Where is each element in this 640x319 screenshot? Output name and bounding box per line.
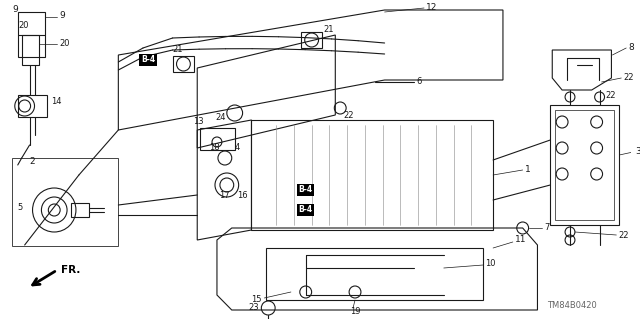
Bar <box>71 203 89 217</box>
Text: 2: 2 <box>29 158 35 167</box>
Text: 24: 24 <box>215 113 225 122</box>
Bar <box>173 56 195 72</box>
Text: 19: 19 <box>350 307 360 315</box>
Text: B-4: B-4 <box>299 205 313 214</box>
Text: 22: 22 <box>343 110 354 120</box>
Text: 13: 13 <box>193 117 204 127</box>
Text: 6: 6 <box>416 78 422 86</box>
Text: 10: 10 <box>485 258 496 268</box>
Text: 9: 9 <box>13 5 19 14</box>
Bar <box>22 35 40 65</box>
Text: 12: 12 <box>426 3 437 11</box>
Bar <box>556 110 614 220</box>
Text: FR.: FR. <box>61 265 81 275</box>
Text: 15: 15 <box>252 295 262 305</box>
Text: 8: 8 <box>628 42 634 51</box>
Bar <box>18 95 47 117</box>
Text: 1: 1 <box>525 166 531 174</box>
Text: 11: 11 <box>515 235 526 244</box>
Text: 23: 23 <box>248 303 259 313</box>
Text: 18: 18 <box>209 144 220 152</box>
Text: 9: 9 <box>59 11 65 20</box>
Text: 22: 22 <box>618 231 629 240</box>
Text: 21: 21 <box>323 26 334 34</box>
Text: 3: 3 <box>635 147 640 157</box>
Bar <box>18 12 45 57</box>
Text: TM84B0420: TM84B0420 <box>547 300 597 309</box>
Text: 20: 20 <box>19 21 29 31</box>
Text: 14: 14 <box>51 98 62 107</box>
Bar <box>550 105 620 225</box>
Text: 21: 21 <box>173 46 183 55</box>
Text: 17: 17 <box>219 191 230 201</box>
Text: 16: 16 <box>237 191 247 201</box>
Text: B-4: B-4 <box>141 56 155 64</box>
Bar <box>200 128 235 150</box>
Text: 22: 22 <box>605 92 616 100</box>
Text: 5: 5 <box>18 204 23 212</box>
Text: B-4: B-4 <box>299 186 313 195</box>
Text: 4: 4 <box>235 144 240 152</box>
Text: 7: 7 <box>545 224 550 233</box>
Bar <box>12 158 118 246</box>
Text: 22: 22 <box>623 72 634 81</box>
Bar <box>301 32 323 48</box>
Text: 20: 20 <box>59 39 70 48</box>
